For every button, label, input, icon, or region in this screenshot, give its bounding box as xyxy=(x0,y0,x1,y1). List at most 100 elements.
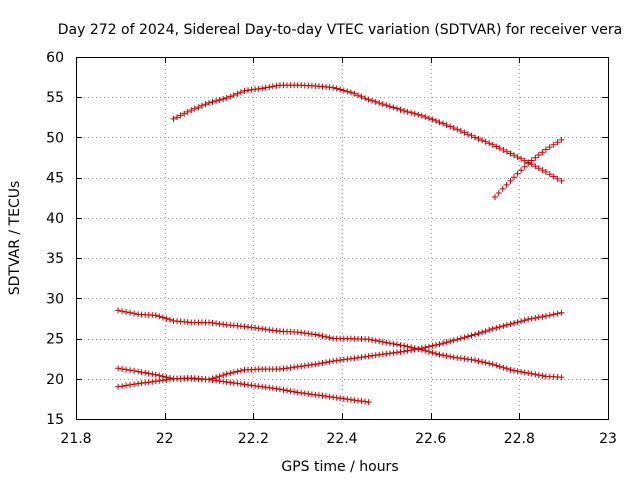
data-point xyxy=(429,349,436,356)
data-point xyxy=(447,123,454,130)
data-point xyxy=(450,125,457,131)
y-tick-label: 60 xyxy=(46,50,64,66)
y-tick-label: 35 xyxy=(46,251,64,267)
data-point xyxy=(511,152,517,159)
data-point xyxy=(131,367,138,374)
data-point xyxy=(276,386,283,393)
data-point xyxy=(379,338,386,345)
data-point xyxy=(280,386,287,393)
data-point xyxy=(518,368,525,375)
data-point xyxy=(482,138,489,145)
data-point xyxy=(234,368,241,375)
data-point xyxy=(365,96,372,103)
data-point xyxy=(436,341,443,348)
data-point xyxy=(425,348,432,355)
data-point xyxy=(319,360,326,366)
data-point xyxy=(315,332,322,339)
data-point xyxy=(475,358,482,365)
data-point xyxy=(503,365,510,372)
data-point xyxy=(440,120,447,127)
data-point xyxy=(486,360,493,367)
data-point xyxy=(554,175,561,182)
data-point xyxy=(131,381,138,388)
data-point xyxy=(489,325,496,332)
data-point xyxy=(358,93,365,100)
data-point xyxy=(123,366,130,373)
data-point xyxy=(418,345,425,352)
series-track-high-arc xyxy=(170,82,565,184)
data-point xyxy=(397,106,404,113)
data-point xyxy=(347,89,354,96)
data-point xyxy=(355,92,361,99)
data-point xyxy=(170,115,177,122)
data-point xyxy=(191,105,198,112)
data-point xyxy=(454,126,461,133)
data-point xyxy=(554,310,561,317)
data-point xyxy=(507,366,514,373)
data-point xyxy=(119,308,126,315)
data-point xyxy=(495,190,502,196)
data-point xyxy=(558,136,565,143)
data-point xyxy=(429,116,436,123)
data-point xyxy=(422,344,429,351)
data-point xyxy=(532,154,539,161)
data-point xyxy=(315,360,322,367)
data-point xyxy=(518,155,525,162)
data-point xyxy=(365,399,372,406)
data-point xyxy=(372,337,379,344)
data-point xyxy=(514,154,521,161)
data-point xyxy=(397,342,404,349)
data-point xyxy=(554,139,561,146)
data-point xyxy=(163,315,170,322)
data-point xyxy=(507,321,514,328)
data-point xyxy=(149,371,156,378)
data-point xyxy=(535,165,542,172)
grid xyxy=(76,57,608,419)
data-point xyxy=(525,160,532,167)
data-point xyxy=(376,338,383,345)
x-tick-label: 22.4 xyxy=(326,431,357,447)
data-point xyxy=(119,383,126,390)
data-point xyxy=(475,330,482,337)
data-point xyxy=(330,84,337,91)
data-point xyxy=(472,134,478,141)
data-point xyxy=(493,362,500,369)
data-point xyxy=(156,313,163,320)
data-point xyxy=(464,131,471,138)
data-point xyxy=(507,177,514,184)
x-tick-label: 22.8 xyxy=(504,431,535,447)
data-point xyxy=(521,163,528,170)
data-point xyxy=(326,334,333,341)
data-point xyxy=(539,313,546,320)
data-point xyxy=(496,145,503,152)
data-point xyxy=(493,324,500,331)
data-point xyxy=(468,332,475,339)
data-point xyxy=(511,367,517,374)
y-tick-label: 30 xyxy=(46,291,64,307)
data-point xyxy=(422,114,429,120)
data-point xyxy=(390,340,397,347)
chart-title: Day 272 of 2024, Sidereal Day-to-day VTE… xyxy=(58,22,622,38)
data-point xyxy=(486,140,493,147)
data-point xyxy=(223,95,230,101)
data-point xyxy=(223,371,230,377)
data-point xyxy=(433,342,439,348)
data-point xyxy=(383,102,390,109)
data-point xyxy=(486,327,493,333)
data-point xyxy=(401,348,408,355)
data-point xyxy=(542,313,549,319)
data-point xyxy=(514,319,521,326)
data-point xyxy=(418,112,425,119)
data-point xyxy=(123,309,130,315)
x-tick-label: 22.6 xyxy=(415,431,446,447)
data-point xyxy=(539,149,546,156)
y-tick-label: 45 xyxy=(46,171,64,187)
data-point xyxy=(202,101,209,108)
data-point xyxy=(507,150,514,157)
data-point xyxy=(461,334,468,341)
data-point xyxy=(443,122,450,129)
data-point xyxy=(127,367,134,374)
data-point xyxy=(401,342,408,349)
data-point xyxy=(174,114,181,121)
